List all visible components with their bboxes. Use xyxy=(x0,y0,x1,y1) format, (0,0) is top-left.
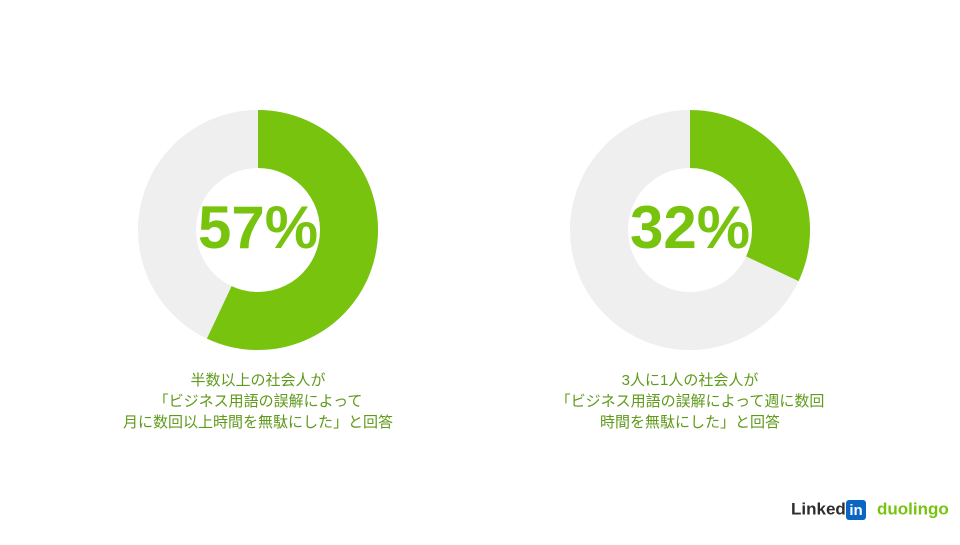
caption-line: 時間を無駄にした」と回答 xyxy=(600,414,780,431)
donut-segment xyxy=(688,110,810,282)
caption-line: 月に数回以上時間を無駄にした」と回答 xyxy=(123,414,393,431)
duolingo-logo: duolingo xyxy=(877,499,949,518)
value-label: 32% xyxy=(630,194,750,261)
value-label: 57% xyxy=(198,194,318,261)
linkedin-logo: Linked xyxy=(791,499,846,518)
caption-line: 「ビジネス用語の誤解によって週に数回 xyxy=(556,393,825,410)
caption-line: 「ビジネス用語の誤解によって xyxy=(154,393,363,410)
caption-line: 半数以上の社会人が xyxy=(190,372,325,389)
linkedin-box xyxy=(846,500,866,520)
donut-segment xyxy=(206,110,378,350)
linkedin-in: in xyxy=(849,502,862,519)
caption-line: 3人に1人の社会人が xyxy=(622,372,759,389)
